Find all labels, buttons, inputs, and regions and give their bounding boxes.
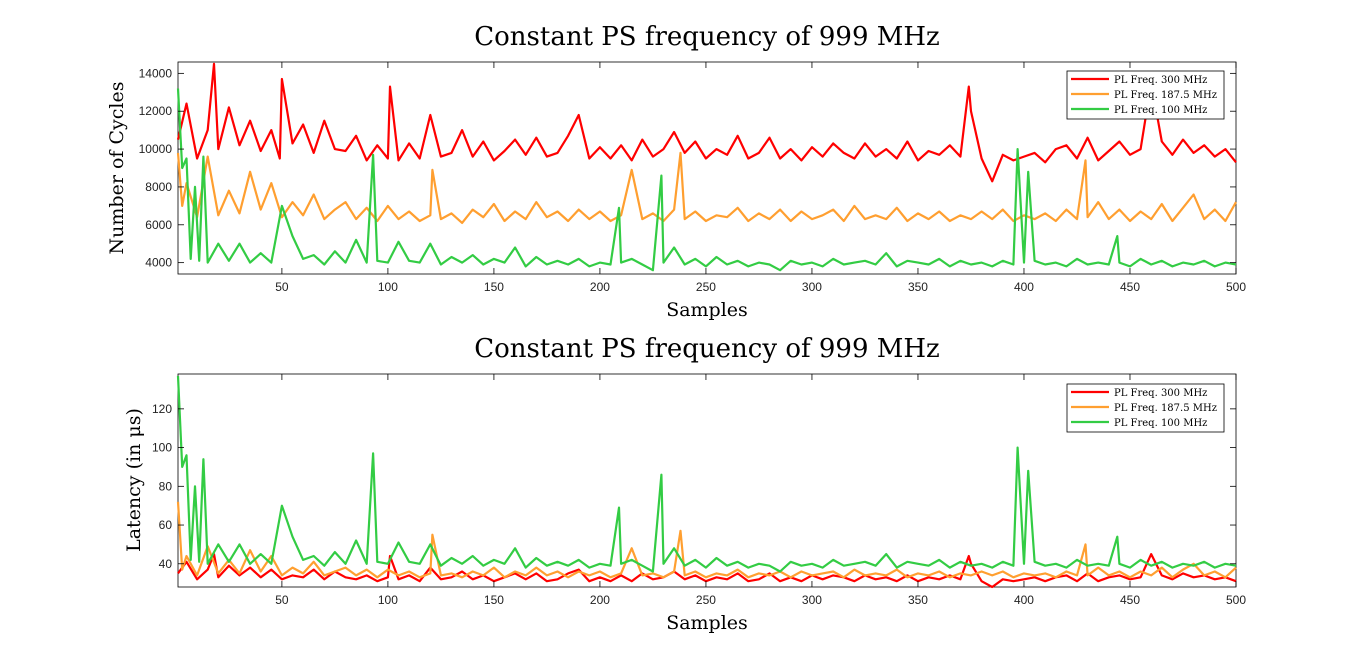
chart-top-x-ticks: 50 100 150 200 250 300 350 400 450 500 xyxy=(275,62,1246,294)
chart-bottom-x-axis-label: Samples xyxy=(666,612,748,634)
x-tick-label: 250 xyxy=(696,280,716,294)
series-line-3 xyxy=(176,88,1237,272)
y-tick-label: 40 xyxy=(159,557,173,571)
series-line-2 xyxy=(176,501,1237,579)
chart-top-plot-area xyxy=(177,61,1237,275)
x-tick-label: 200 xyxy=(590,280,610,294)
x-tick-label: 150 xyxy=(484,593,504,607)
x-tick-label: 300 xyxy=(802,280,822,294)
y-tick-label: 4000 xyxy=(145,256,172,270)
y-tick-label: 8000 xyxy=(145,180,172,194)
series-line-3 xyxy=(176,375,1237,573)
x-tick-label: 250 xyxy=(696,593,716,607)
y-tick-label: 10000 xyxy=(139,142,173,156)
y-tick-label: 12000 xyxy=(139,104,173,118)
chart-top-series xyxy=(176,62,1237,272)
legend-label-1: PL Freq. 300 MHz xyxy=(1114,75,1207,86)
chart-top-x-axis-label: Samples xyxy=(666,299,748,321)
series-line-1 xyxy=(176,62,1237,183)
chart-bottom-y-axis-label: Latency (in μs) xyxy=(123,408,145,552)
y-tick-label: 6000 xyxy=(145,218,172,232)
y-tick-label: 80 xyxy=(159,479,173,493)
y-tick-label: 100 xyxy=(152,441,172,455)
x-tick-label: 50 xyxy=(275,593,289,607)
legend-label-2: PL Freq. 187.5 MHz xyxy=(1114,90,1217,101)
x-tick-label: 200 xyxy=(590,593,610,607)
legend-label-3: PL Freq. 100 MHz xyxy=(1114,418,1207,429)
legend-label-1: PL Freq. 300 MHz xyxy=(1114,388,1207,399)
x-tick-label: 450 xyxy=(1120,280,1140,294)
x-tick-label: 500 xyxy=(1226,593,1246,607)
y-tick-label: 120 xyxy=(152,402,172,416)
chart-bottom-plot-area xyxy=(177,373,1237,588)
legend-label-3: PL Freq. 100 MHz xyxy=(1114,105,1207,116)
chart-bottom-series xyxy=(176,375,1237,589)
chart-top-y-axis-label: Number of Cycles xyxy=(106,82,128,255)
x-tick-label: 450 xyxy=(1120,593,1140,607)
x-tick-label: 400 xyxy=(1014,280,1034,294)
series-line-1 xyxy=(177,552,1237,589)
chart-bottom-y-ticks: 40 60 80 100 120 xyxy=(152,402,1236,571)
legend-label-2: PL Freq. 187.5 MHz xyxy=(1114,403,1217,414)
x-tick-label: 50 xyxy=(275,280,289,294)
x-tick-label: 350 xyxy=(908,593,928,607)
chart-top-title: Constant PS frequency of 999 MHz xyxy=(474,22,940,52)
chart-top: Constant PS frequency of 999 MHz 50 100 15… xyxy=(106,22,1246,321)
x-tick-label: 100 xyxy=(378,593,398,607)
x-tick-label: 150 xyxy=(484,280,504,294)
chart-bottom-title: Constant PS frequency of 999 MHz xyxy=(474,334,940,364)
chart-bottom-x-ticks: 50 100 150 200 250 300 350 400 450 500 xyxy=(275,374,1246,607)
y-tick-label: 60 xyxy=(159,518,173,532)
x-tick-label: 300 xyxy=(802,593,822,607)
x-tick-label: 100 xyxy=(378,280,398,294)
chart-top-y-ticks: 4000 6000 8000 10000 12000 14000 xyxy=(139,66,1236,270)
y-tick-label: 14000 xyxy=(139,66,173,80)
chart-top-legend: PL Freq. 300 MHz PL Freq. 187.5 MHz PL Fre… xyxy=(1066,70,1225,120)
x-tick-label: 400 xyxy=(1014,593,1034,607)
chart-bottom: Constant PS frequency of 999 MHz 50 100 15… xyxy=(123,334,1246,634)
x-tick-label: 500 xyxy=(1226,280,1246,294)
x-tick-label: 350 xyxy=(908,280,928,294)
series-line-2 xyxy=(176,151,1237,224)
chart-bottom-legend: PL Freq. 300 MHz PL Freq. 187.5 MHz PL Fre… xyxy=(1066,383,1225,433)
